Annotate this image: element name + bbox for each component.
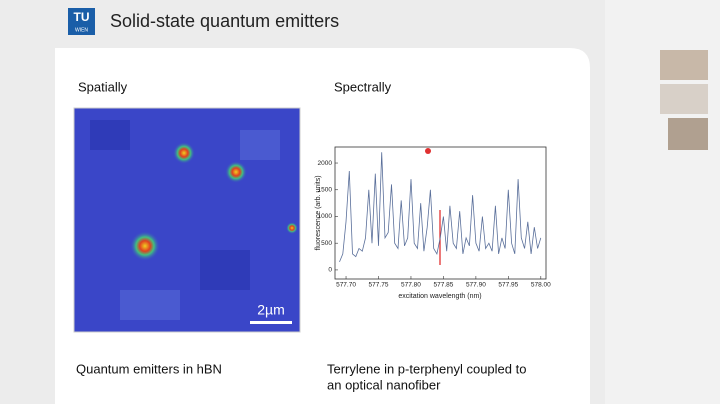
heading: Spectrally	[334, 79, 392, 94]
x-tick-label: 577.75	[369, 282, 389, 289]
scale-bar	[250, 321, 292, 324]
heatmap-spots	[90, 120, 298, 320]
x-axis-label: excitation wavelength (nm)	[398, 293, 481, 300]
logo-text: TU	[74, 10, 90, 24]
x-tick-label: 577.70	[336, 282, 356, 289]
slide-title: Solid-state quantum emitters	[110, 11, 339, 31]
y-axis-label: fluorescence (arb. units)	[315, 175, 322, 250]
y-tick-label: 1500	[318, 186, 333, 193]
logo	[68, 8, 95, 35]
video-thumbnail[interactable]	[660, 50, 708, 80]
cursor	[425, 148, 431, 154]
caption: Quantum emitters in hBN	[76, 361, 222, 376]
y-tick-label: 2000	[318, 160, 333, 167]
x-tick-label: 578.00	[531, 282, 551, 289]
caption: Terrylene in p-terphenyl coupled to	[327, 361, 526, 376]
scale-bar-label: 2µm	[257, 302, 285, 318]
logo-text: WIEN	[75, 27, 88, 33]
video-thumbnail[interactable]	[668, 118, 708, 150]
x-tick-label: 577.95	[498, 282, 518, 289]
y-tick-label: 1000	[318, 213, 333, 220]
caption: an optical nanofiber	[327, 377, 441, 392]
video-thumbnail[interactable]	[660, 84, 708, 114]
x-tick-label: 577.90	[466, 282, 486, 289]
data-line	[339, 152, 542, 263]
y-tick-label: 0	[328, 267, 332, 274]
y-tick-label: 500	[321, 240, 332, 247]
x-tick-label: 577.85	[433, 282, 453, 289]
x-tick-label: 577.80	[401, 282, 421, 289]
heading: Spatially	[78, 79, 128, 94]
